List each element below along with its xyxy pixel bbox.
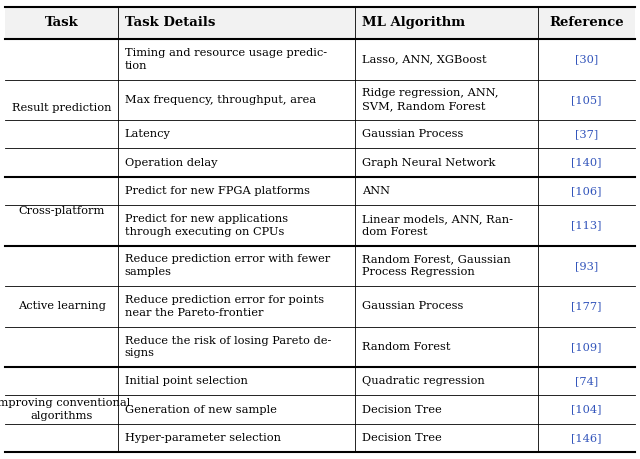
Text: Operation delay: Operation delay bbox=[125, 157, 218, 168]
Text: [30]: [30] bbox=[575, 54, 598, 64]
Text: [93]: [93] bbox=[575, 261, 598, 271]
Text: ML Algorithm: ML Algorithm bbox=[362, 17, 465, 29]
Text: [109]: [109] bbox=[571, 342, 602, 352]
Text: Task: Task bbox=[45, 17, 79, 29]
Text: Gaussian Process: Gaussian Process bbox=[362, 129, 463, 139]
Text: Improving conventional
algorithms: Improving conventional algorithms bbox=[0, 398, 131, 421]
Text: Max frequency, throughput, area: Max frequency, throughput, area bbox=[125, 95, 316, 105]
Text: Graph Neural Network: Graph Neural Network bbox=[362, 157, 495, 168]
Text: [105]: [105] bbox=[571, 95, 602, 105]
Text: Decision Tree: Decision Tree bbox=[362, 405, 442, 414]
Text: Task Details: Task Details bbox=[125, 17, 215, 29]
Text: Decision Tree: Decision Tree bbox=[362, 433, 442, 443]
Text: Reduce the risk of losing Pareto de-
signs: Reduce the risk of losing Pareto de- sig… bbox=[125, 336, 331, 358]
Bar bbox=[5, 7, 635, 39]
Text: [106]: [106] bbox=[571, 186, 602, 196]
Text: Ridge regression, ANN,
SVM, Random Forest: Ridge regression, ANN, SVM, Random Fores… bbox=[362, 89, 498, 111]
Text: Reduce prediction error for points
near the Pareto-frontier: Reduce prediction error for points near … bbox=[125, 295, 324, 318]
Text: [113]: [113] bbox=[571, 220, 602, 230]
Text: Hyper-parameter selection: Hyper-parameter selection bbox=[125, 433, 281, 443]
Text: Initial point selection: Initial point selection bbox=[125, 376, 248, 386]
Text: ANN: ANN bbox=[362, 186, 390, 196]
Text: Latency: Latency bbox=[125, 129, 171, 139]
Text: Reference: Reference bbox=[549, 17, 623, 29]
Text: Lasso, ANN, XGBoost: Lasso, ANN, XGBoost bbox=[362, 54, 486, 64]
Text: Cross-platform: Cross-platform bbox=[19, 206, 105, 216]
Text: Predict for new applications
through executing on CPUs: Predict for new applications through exe… bbox=[125, 214, 288, 237]
Text: [104]: [104] bbox=[571, 405, 602, 414]
Text: Reduce prediction error with fewer
samples: Reduce prediction error with fewer sampl… bbox=[125, 254, 330, 277]
Text: [37]: [37] bbox=[575, 129, 598, 139]
Text: [140]: [140] bbox=[571, 157, 602, 168]
Text: [74]: [74] bbox=[575, 376, 598, 386]
Text: Timing and resource usage predic-
tion: Timing and resource usage predic- tion bbox=[125, 48, 327, 71]
Text: Random Forest: Random Forest bbox=[362, 342, 450, 352]
Text: Gaussian Process: Gaussian Process bbox=[362, 302, 463, 311]
Text: Active learning: Active learning bbox=[18, 302, 106, 311]
Text: Generation of new sample: Generation of new sample bbox=[125, 405, 276, 414]
Text: Linear models, ANN, Ran-
dom Forest: Linear models, ANN, Ran- dom Forest bbox=[362, 214, 513, 237]
Text: Quadratic regression: Quadratic regression bbox=[362, 376, 484, 386]
Text: Predict for new FPGA platforms: Predict for new FPGA platforms bbox=[125, 186, 310, 196]
Text: Result prediction: Result prediction bbox=[12, 103, 111, 113]
Text: [146]: [146] bbox=[571, 433, 602, 443]
Text: Random Forest, Gaussian
Process Regression: Random Forest, Gaussian Process Regressi… bbox=[362, 254, 510, 277]
Text: [177]: [177] bbox=[571, 302, 602, 311]
